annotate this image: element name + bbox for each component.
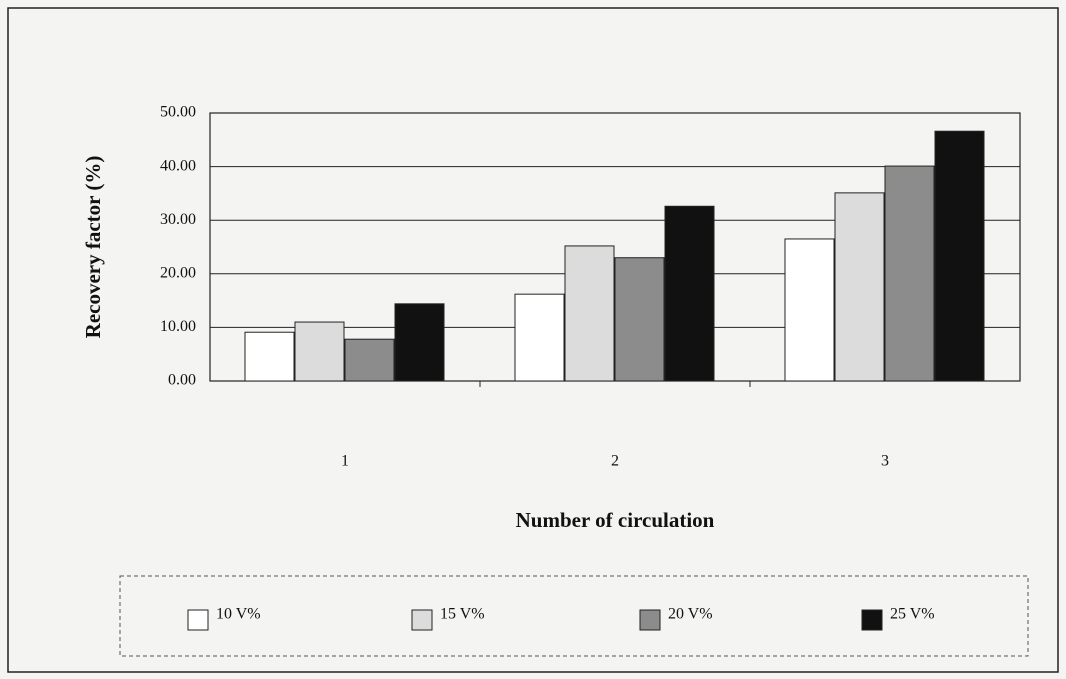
bar bbox=[664, 205, 715, 382]
y-tick-label: 0.00 bbox=[168, 372, 196, 389]
legend-swatch bbox=[639, 609, 661, 631]
bar bbox=[934, 130, 985, 382]
y-tick-label: 50.00 bbox=[160, 104, 196, 121]
bar bbox=[884, 165, 935, 382]
legend-swatch bbox=[187, 609, 209, 631]
bar bbox=[784, 238, 835, 382]
legend-label: 25 V% bbox=[890, 606, 935, 623]
x-axis-label: Number of circulation bbox=[516, 508, 715, 532]
bar bbox=[294, 321, 345, 382]
bar bbox=[614, 257, 665, 382]
y-tick-label: 30.00 bbox=[160, 211, 196, 228]
legend-label: 10 V% bbox=[216, 606, 261, 623]
y-tick-label: 40.00 bbox=[160, 157, 196, 174]
bar bbox=[514, 293, 565, 382]
legend-label: 20 V% bbox=[668, 606, 713, 623]
bar bbox=[394, 303, 445, 382]
x-tick-label: 2 bbox=[611, 453, 619, 470]
legend-swatch bbox=[411, 609, 433, 631]
y-axis-label: Recovery factor (%) bbox=[81, 156, 105, 339]
bar bbox=[344, 338, 395, 382]
legend-box bbox=[119, 575, 1029, 657]
bar bbox=[564, 245, 615, 382]
bar bbox=[834, 192, 885, 382]
x-tick-label: 1 bbox=[341, 453, 349, 470]
x-tick-label: 3 bbox=[881, 453, 889, 470]
legend-swatch bbox=[861, 609, 883, 631]
legend-label: 15 V% bbox=[440, 606, 485, 623]
y-tick-label: 20.00 bbox=[160, 264, 196, 281]
bar bbox=[244, 331, 295, 382]
y-tick-label: 10.00 bbox=[160, 318, 196, 335]
